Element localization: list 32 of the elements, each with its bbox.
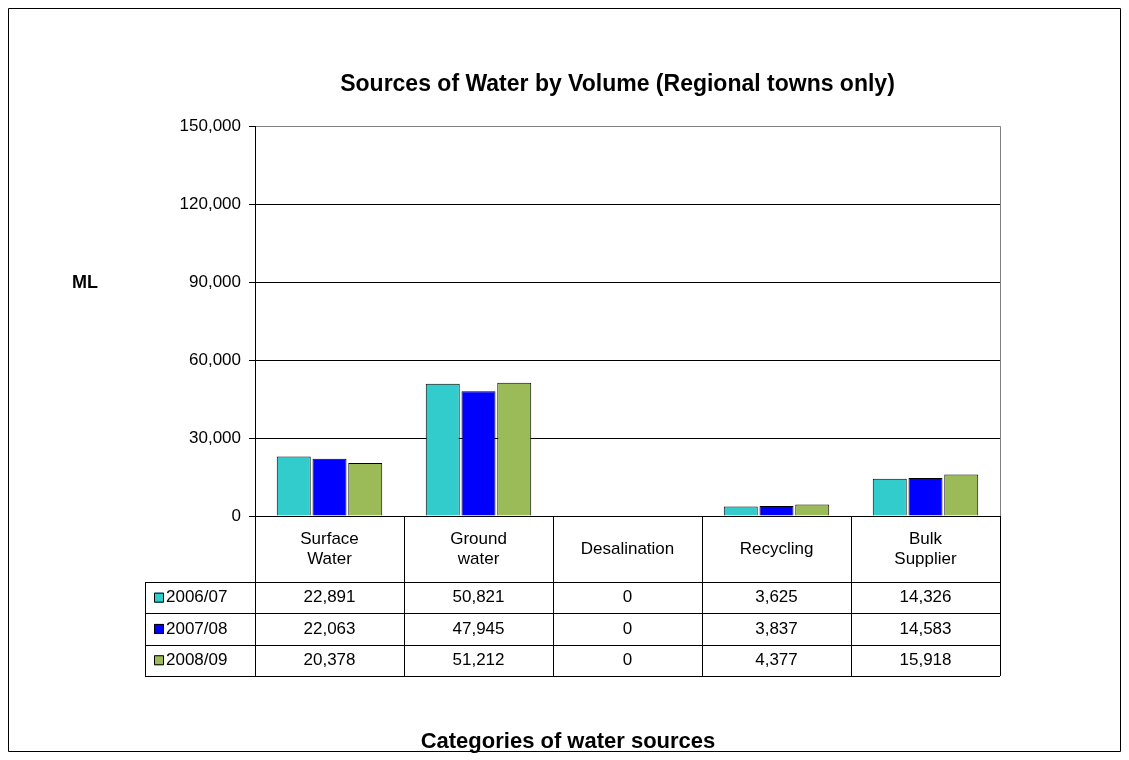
x-tick-label: Bulk Supplier [894, 528, 958, 568]
data-label: 20,378 [303, 649, 356, 669]
data-label: 0 [622, 649, 633, 669]
data-label: 0 [622, 618, 633, 638]
legend-label: 2007/08 [166, 618, 228, 638]
x-tick-label: Desalination [580, 538, 675, 558]
data-label: 4,377 [755, 649, 798, 669]
x-tick-label: Recycling [739, 538, 814, 558]
data-label: 22,891 [303, 587, 356, 607]
text: Categories of water sources [420, 728, 716, 754]
data-label: 0 [622, 587, 633, 607]
y-tick-label: 90,000 [189, 271, 241, 291]
legend-label: 2006/07 [166, 587, 228, 607]
data-label: 47,945 [452, 618, 505, 638]
data-label: 3,837 [755, 618, 798, 638]
y-tick-label: 150,000 [179, 115, 241, 135]
data-label: 3,625 [755, 587, 798, 607]
data-label: 51,212 [452, 649, 505, 669]
x-tick-label: Surface Water [300, 528, 359, 568]
y-tick-label: 120,000 [179, 193, 241, 213]
y-tick-label: 60,000 [189, 349, 241, 369]
legend-label: 2008/09 [166, 649, 228, 669]
data-label: 22,063 [303, 618, 356, 638]
y-tick-label: 30,000 [189, 427, 241, 447]
x-tick-label: Ground water [450, 528, 507, 568]
y-axis-title: ML [72, 271, 98, 292]
y-tick-label: 0 [231, 505, 241, 525]
data-label: 50,821 [452, 587, 505, 607]
data-label: 14,326 [899, 587, 952, 607]
chart-title: Sources of Water by Volume (Regional towns only) [340, 70, 895, 97]
data-label: 15,918 [899, 649, 952, 669]
data-label: 14,583 [899, 618, 952, 638]
